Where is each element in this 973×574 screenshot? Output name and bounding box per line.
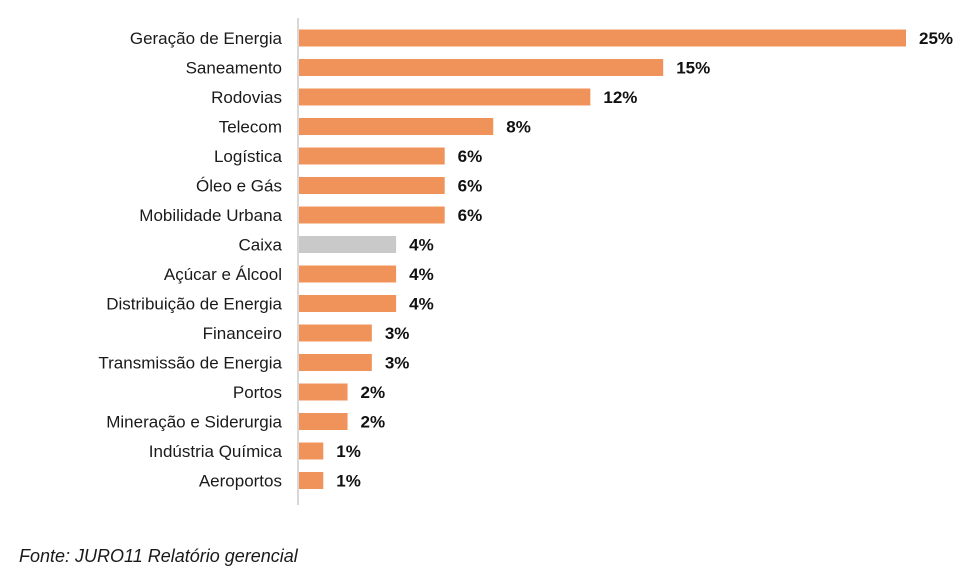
value-label-mobilidade-urbana: 6% bbox=[458, 206, 483, 225]
category-label-logistica: Logística bbox=[214, 147, 283, 166]
bar-mineracao-e-siderurgia bbox=[299, 413, 348, 430]
bar-portos bbox=[299, 383, 348, 401]
category-label-caixa: Caixa bbox=[239, 236, 283, 255]
value-label-financeiro: 3% bbox=[385, 324, 410, 343]
bar-industria-quimica bbox=[299, 442, 324, 460]
bar-saneamento bbox=[299, 59, 664, 76]
value-label-distribuicao-de-energia: 4% bbox=[409, 295, 434, 314]
bar-financeiro bbox=[299, 324, 372, 342]
category-label-rodovias: Rodovias bbox=[211, 88, 282, 107]
value-label-oleo-e-gas: 6% bbox=[458, 177, 483, 196]
bar-chart: Geração de Energia 25% Saneamento 15% Rodovi… bbox=[98, 18, 953, 505]
value-label-telecom: 8% bbox=[506, 118, 531, 137]
bar-oleo-e-gas bbox=[299, 177, 445, 194]
category-label-oleo-e-gas: Óleo e Gás bbox=[196, 177, 282, 196]
bar-transmissao-de-energia bbox=[299, 354, 372, 371]
bar-mobilidade-urbana bbox=[299, 206, 445, 224]
value-label-mineracao-e-siderurgia: 2% bbox=[361, 413, 386, 432]
category-label-acucar-e-alcool: Açúcar e Álcool bbox=[164, 265, 282, 284]
bar-geracao-de-energia bbox=[299, 29, 906, 47]
value-label-transmissao-de-energia: 3% bbox=[385, 354, 410, 373]
category-label-industria-quimica: Indústria Química bbox=[149, 442, 283, 461]
category-label-mineracao-e-siderurgia: Mineração e Siderurgia bbox=[106, 413, 282, 432]
source-note: Fonte: JURO11 Relatório gerencial bbox=[19, 546, 298, 566]
category-label-financeiro: Financeiro bbox=[203, 324, 282, 343]
category-label-portos: Portos bbox=[233, 383, 282, 402]
category-label-distribuicao-de-energia: Distribuição de Energia bbox=[106, 295, 282, 314]
value-label-geracao-de-energia: 25% bbox=[919, 29, 953, 48]
value-label-caixa: 4% bbox=[409, 236, 434, 255]
bar-caixa bbox=[299, 236, 397, 253]
bar-telecom bbox=[299, 118, 494, 135]
bar-rodovias bbox=[299, 88, 591, 106]
value-label-portos: 2% bbox=[361, 383, 386, 402]
value-label-acucar-e-alcool: 4% bbox=[409, 265, 434, 284]
value-label-aeroportos: 1% bbox=[336, 472, 361, 491]
category-label-aeroportos: Aeroportos bbox=[199, 472, 282, 491]
value-label-industria-quimica: 1% bbox=[336, 442, 361, 461]
category-label-saneamento: Saneamento bbox=[186, 59, 282, 78]
bar-distribuicao-de-energia bbox=[299, 295, 397, 312]
value-label-logistica: 6% bbox=[458, 147, 483, 166]
category-label-mobilidade-urbana: Mobilidade Urbana bbox=[139, 206, 282, 225]
category-label-telecom: Telecom bbox=[219, 118, 282, 137]
value-label-saneamento: 15% bbox=[676, 59, 710, 78]
bar-aeroportos bbox=[299, 472, 324, 489]
bar-logistica bbox=[299, 147, 445, 165]
value-label-rodovias: 12% bbox=[603, 88, 637, 107]
category-label-transmissao-de-energia: Transmissão de Energia bbox=[98, 354, 282, 373]
bar-acucar-e-alcool bbox=[299, 265, 397, 283]
category-label-geracao-de-energia: Geração de Energia bbox=[130, 29, 283, 48]
